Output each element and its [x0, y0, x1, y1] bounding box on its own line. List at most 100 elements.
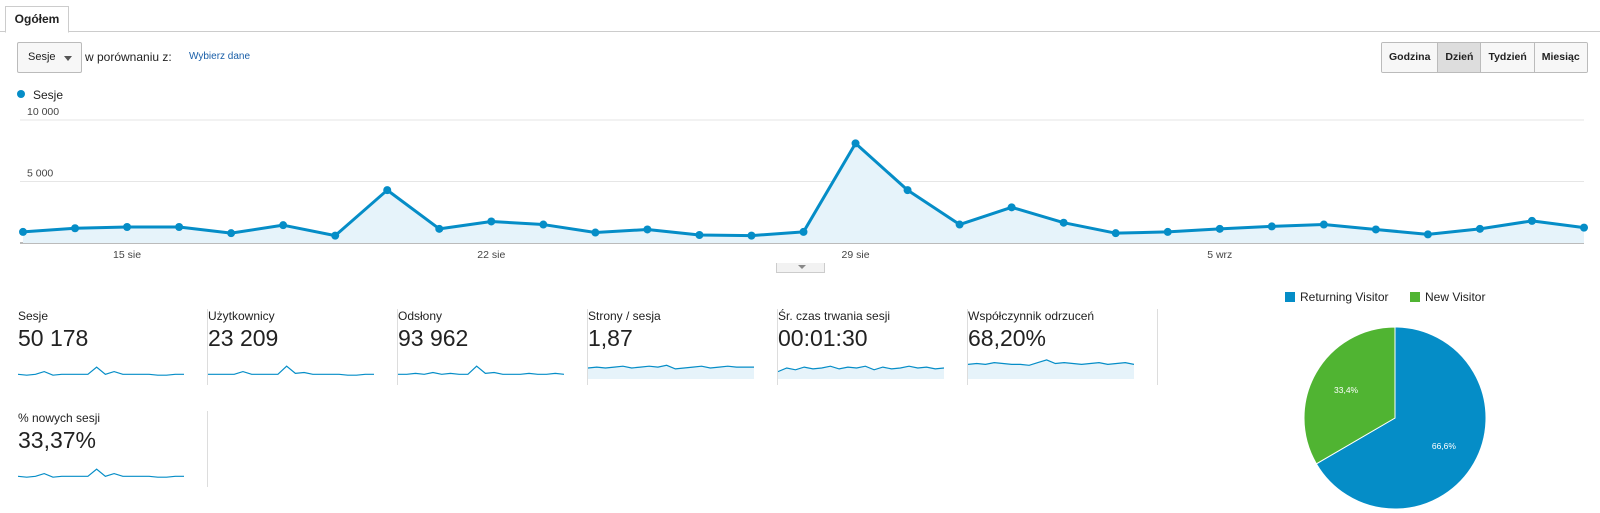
scorecard-users[interactable]: Użytkownicy 23 209: [208, 309, 398, 385]
scorecard-sparkline: [18, 468, 184, 478]
legend-swatch: [1285, 292, 1295, 302]
sparkline-area: [778, 366, 944, 379]
sparkline-line: [18, 366, 184, 376]
x-tick-label: 22 sie: [477, 249, 505, 261]
data-point[interactable]: [1007, 203, 1016, 212]
metric-dropdown[interactable]: Sesje: [17, 42, 82, 73]
data-point[interactable]: [539, 220, 548, 229]
sparkline-line: [588, 364, 754, 370]
data-point[interactable]: [383, 186, 392, 195]
pie-slice[interactable]: [1303, 326, 1396, 465]
scorecard-new-sessions[interactable]: % nowych sesji 33,37%: [18, 411, 208, 487]
scorecard-value: 50 178: [18, 325, 89, 351]
scorecard-value: 68,20%: [968, 325, 1047, 351]
data-point[interactable]: [71, 224, 80, 233]
scorecard-sparkline: [778, 365, 944, 379]
scorecard-value: 33,37%: [18, 427, 97, 453]
data-point[interactable]: [1319, 220, 1328, 229]
data-point[interactable]: [799, 227, 808, 236]
granularity-week-button[interactable]: Tydzień: [1480, 43, 1534, 72]
scorecard-value: 1,87: [588, 325, 633, 351]
metric-dropdown-label: Sesje: [28, 51, 56, 63]
sparkline-area: [588, 365, 754, 379]
sparkline-line: [398, 365, 564, 375]
series-line: [22, 141, 1585, 238]
scorecard-bounce-rate[interactable]: Współczynnik odrzuceń 68,20%: [968, 309, 1158, 385]
x-tick-label: 5 wrz: [1207, 249, 1232, 261]
data-point[interactable]: [331, 231, 340, 240]
scorecard-avg-session-duration[interactable]: Śr. czas trwania sesji 00:01:30: [778, 309, 968, 385]
pie-slice[interactable]: [1315, 326, 1487, 510]
scorecard-label: Sesje: [18, 309, 49, 323]
visitor-type-pie-chart: 66,6% 33,4%: [1303, 326, 1487, 510]
scorecard-sparkline: [968, 359, 1134, 379]
granularity-hour-button[interactable]: Godzina: [1382, 43, 1438, 72]
pie-legend-label: Returning Visitor: [1300, 290, 1389, 304]
scorecard-label: Współczynnik odrzuceń: [968, 309, 1095, 323]
pie-legend-returning[interactable]: Returning Visitor: [1285, 290, 1389, 304]
data-point[interactable]: [643, 225, 652, 234]
y-tick-label: 10 000: [27, 106, 59, 118]
select-data-link[interactable]: Wybierz dane: [189, 51, 251, 62]
data-point[interactable]: [1215, 224, 1224, 233]
data-point[interactable]: [123, 223, 132, 232]
data-point[interactable]: [435, 224, 444, 233]
x-tick-label: 15 sie: [113, 249, 141, 261]
pie-slice-label: 33,4%: [1334, 385, 1359, 395]
chevron-down-icon: [798, 265, 806, 269]
scorecard-pageviews[interactable]: Odsłony 93 962: [398, 309, 588, 385]
pie-slice-label: 66,6%: [1432, 441, 1457, 451]
data-point[interactable]: [19, 227, 27, 236]
sessions-line-chart: 5 000 10 000 15 sie 22 sie 29 sie 5 wrz: [19, 106, 1588, 261]
data-point[interactable]: [175, 223, 184, 232]
sparkline-line: [18, 468, 184, 478]
pie-legend-label: New Visitor: [1425, 290, 1486, 304]
scorecard-label: Odsłony: [398, 309, 443, 323]
chart-expand-handle[interactable]: [776, 263, 825, 273]
scorecard-sparkline: [18, 366, 184, 376]
granularity-switcher: Godzina Dzień Tydzień Miesiąc: [1381, 42, 1588, 73]
data-point[interactable]: [591, 228, 600, 237]
data-point[interactable]: [1267, 222, 1276, 231]
data-point[interactable]: [747, 231, 756, 240]
data-point[interactable]: [1163, 227, 1172, 236]
x-tick-label: 29 sie: [842, 249, 870, 261]
sparkline-line: [778, 365, 944, 373]
data-point[interactable]: [1111, 229, 1120, 238]
series-area: [23, 143, 1584, 243]
scorecard-pages-per-session[interactable]: Strony / sesja 1,87: [588, 309, 778, 385]
tab-overview[interactable]: Ogółem: [5, 6, 69, 33]
data-point[interactable]: [695, 231, 704, 240]
data-point[interactable]: [1580, 223, 1588, 232]
scorecard-label: Strony / sesja: [588, 309, 661, 323]
data-point[interactable]: [1371, 225, 1380, 234]
data-point[interactable]: [955, 220, 964, 229]
data-point[interactable]: [1527, 216, 1536, 225]
series-legend-label: Sesje: [33, 88, 64, 102]
scorecard-value: 00:01:30: [778, 325, 868, 351]
data-point[interactable]: [1475, 224, 1484, 233]
scorecard-value: 93 962: [398, 325, 469, 351]
scorecard-sessions[interactable]: Sesje 50 178: [18, 309, 208, 385]
series-dot-icon: [17, 90, 25, 98]
data-point[interactable]: [1059, 218, 1068, 227]
scorecard-label: Śr. czas trwania sesji: [778, 309, 891, 323]
tab-bar: Ogółem: [0, 0, 1600, 33]
data-point[interactable]: [1423, 230, 1432, 239]
scorecard-sparkline: [588, 364, 754, 379]
scorecard-label: % nowych sesji: [18, 411, 101, 425]
data-point[interactable]: [851, 139, 860, 148]
sparkline-line: [968, 359, 1134, 366]
chevron-down-icon: [64, 56, 72, 61]
data-point[interactable]: [903, 186, 912, 195]
data-point[interactable]: [279, 221, 288, 230]
data-point[interactable]: [227, 229, 236, 238]
granularity-month-button[interactable]: Miesiąc: [1533, 43, 1587, 72]
data-point[interactable]: [487, 217, 496, 226]
granularity-day-button[interactable]: Dzień: [1437, 43, 1481, 72]
scorecard-label: Użytkownicy: [208, 309, 275, 323]
scorecard-value: 23 209: [208, 325, 279, 351]
scorecard-sparkline: [208, 365, 374, 376]
chart-legend: Sesje: [17, 88, 63, 102]
pie-legend-new[interactable]: New Visitor: [1410, 290, 1485, 304]
